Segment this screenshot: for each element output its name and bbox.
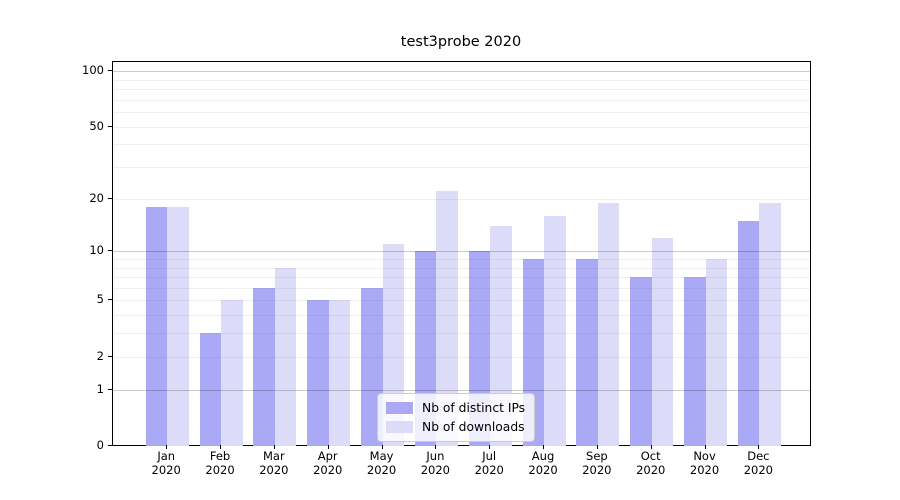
y-tick-label: 1 (96, 381, 104, 396)
x-tick-mark (758, 445, 760, 449)
bar-jul-downloads (490, 226, 512, 446)
bar-aug-downloads (544, 215, 566, 446)
x-tick-label: Oct 2020 (636, 449, 666, 477)
x-tick-mark (596, 445, 598, 449)
y-tick-label: 50 (89, 118, 104, 133)
legend-label-distinct-ips: Nb of distinct IPs (422, 401, 526, 415)
minor-gridline (113, 144, 810, 146)
y-tick-mark (108, 125, 112, 127)
x-tick-mark (650, 445, 652, 449)
bar-mar-downloads (274, 267, 297, 446)
legend-row: Nb of distinct IPs (386, 401, 525, 415)
x-tick-label: Feb 2020 (205, 449, 235, 477)
y-tick-label: 10 (89, 243, 104, 258)
bar-sep-downloads (597, 202, 620, 446)
legend-row: Nb of downloads (386, 420, 525, 434)
minor-gridline (113, 126, 810, 128)
bar-jan-downloads (167, 206, 189, 446)
x-tick-mark (273, 445, 275, 449)
major-gridline (113, 251, 810, 253)
x-tick-label: Jul 2020 (474, 449, 504, 477)
bar-oct-downloads (651, 237, 674, 446)
x-tick-mark (543, 445, 545, 449)
legend: Nb of distinct IPs Nb of downloads (377, 393, 536, 442)
y-tick-mark (108, 355, 112, 357)
major-gridline (113, 389, 810, 391)
bar-jan-ips (145, 206, 168, 446)
bar-feb-downloads (221, 300, 243, 446)
y-tick-mark (108, 388, 112, 390)
y-tick-mark (108, 250, 112, 252)
minor-gridline (113, 287, 810, 289)
x-tick-mark (704, 445, 706, 449)
bar-sep-ips (576, 258, 598, 446)
bar-nov-ips (684, 277, 706, 446)
x-tick-label: Dec 2020 (743, 449, 774, 477)
y-tick-mark (108, 70, 112, 72)
x-tick-label: Nov 2020 (689, 449, 720, 477)
y-tick-label: 20 (89, 190, 104, 205)
y-tick-mark (108, 445, 112, 446)
minor-gridline (113, 277, 810, 279)
legend-swatch-distinct-ips (386, 402, 413, 414)
minor-gridline (113, 167, 810, 169)
minor-gridline (113, 267, 810, 269)
x-tick-label: Jan 2020 (151, 449, 181, 477)
x-tick-label: Mar 2020 (259, 449, 289, 477)
x-tick-label: Apr 2020 (313, 449, 343, 477)
y-tick-label: 0 (96, 438, 104, 452)
x-tick-label: May 2020 (366, 449, 397, 477)
major-gridline (113, 71, 810, 73)
minor-gridline (113, 333, 810, 335)
bar-jun-downloads (436, 191, 458, 446)
minor-gridline (113, 300, 810, 302)
x-tick-mark (381, 445, 383, 449)
minor-gridline (113, 79, 810, 81)
bar-feb-ips (199, 333, 222, 446)
minor-gridline (113, 198, 810, 200)
x-tick-mark (327, 445, 329, 449)
y-tick-label: 100 (82, 63, 104, 78)
x-tick-mark (166, 445, 168, 449)
minor-gridline (113, 89, 810, 91)
legend-swatch-downloads (386, 421, 413, 433)
minor-gridline (113, 99, 810, 101)
minor-gridline (113, 356, 810, 358)
minor-gridline (113, 258, 810, 260)
x-tick-mark (489, 445, 491, 449)
chart-title: test3probe 2020 (400, 34, 522, 50)
y-tick-mark (108, 299, 112, 301)
y-tick-mark (108, 197, 112, 199)
bar-dec-ips (737, 220, 760, 446)
bar-oct-ips (630, 277, 652, 446)
x-tick-label: Aug 2020 (528, 449, 558, 477)
x-tick-mark (435, 445, 437, 449)
bar-nov-downloads (705, 258, 728, 446)
plot-area: Nb of distinct IPs Nb of downloads (112, 61, 811, 446)
minor-gridline (113, 112, 810, 114)
y-tick-label: 2 (96, 348, 104, 363)
x-tick-mark (220, 445, 222, 449)
bar-apr-ips (307, 300, 329, 446)
bar-dec-downloads (759, 202, 781, 446)
minor-gridline (113, 315, 810, 317)
bar-apr-downloads (328, 300, 351, 446)
y-tick-label: 5 (96, 292, 104, 307)
x-tick-label: Sep 2020 (582, 449, 612, 477)
bar-mar-ips (253, 287, 275, 446)
legend-label-downloads: Nb of downloads (422, 420, 525, 434)
x-tick-label: Jun 2020 (420, 449, 451, 477)
